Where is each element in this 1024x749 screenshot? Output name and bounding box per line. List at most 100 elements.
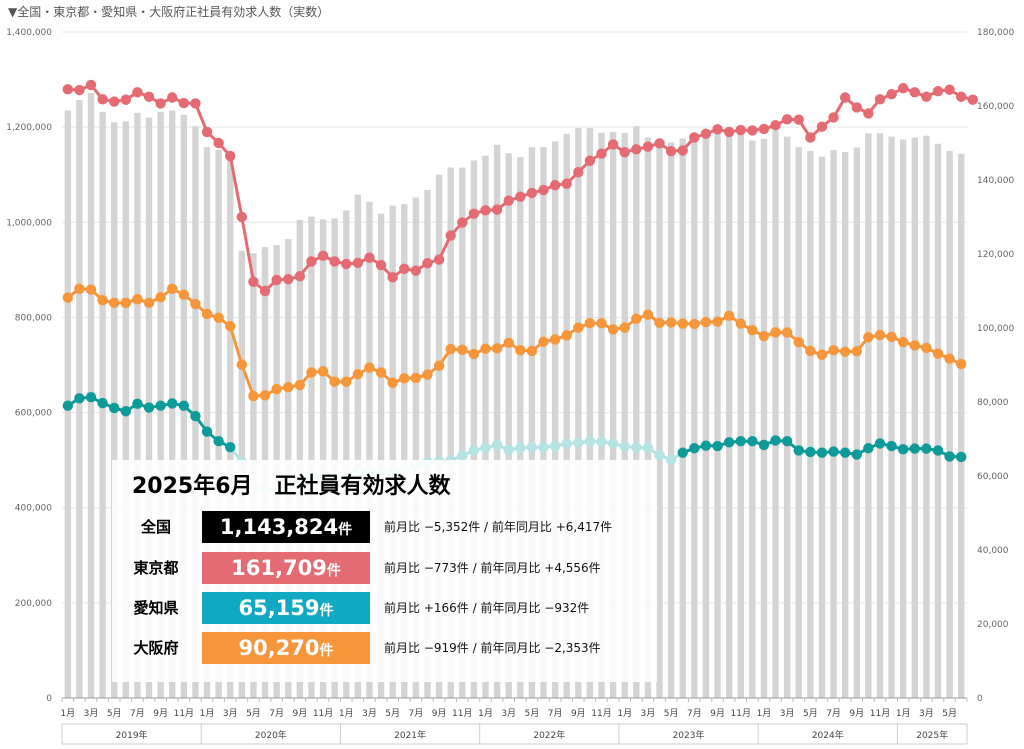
series-point — [747, 325, 758, 336]
series-point — [619, 441, 630, 452]
series-point — [549, 179, 561, 191]
series-point — [851, 449, 862, 460]
x-tick-label: 3月 — [84, 708, 99, 719]
panel-title: 2025年6月 正社員有効求人数 — [132, 474, 451, 499]
x-year-label: 2022年 — [533, 729, 565, 741]
bar — [319, 219, 327, 698]
series-point — [828, 112, 839, 123]
series-point — [515, 345, 526, 356]
bar — [841, 151, 849, 698]
x-tick-label: 9月 — [292, 708, 307, 719]
series-point — [190, 298, 201, 310]
series-point — [712, 316, 723, 327]
series-point — [178, 289, 190, 300]
series-point — [897, 444, 909, 455]
series-point — [770, 327, 781, 338]
comparison-text: 前月比 −919件 / 前年同月比 −2,353件 — [384, 641, 601, 655]
y-right-tick-label: 180,000 — [977, 28, 1014, 38]
series-point — [665, 317, 677, 328]
series-point — [665, 145, 677, 157]
series-point — [155, 292, 166, 303]
y-left-tick-label: 600,000 — [15, 409, 52, 419]
x-tick-label: 5月 — [525, 708, 540, 719]
region-label: 愛知県 — [133, 599, 179, 617]
series-point — [109, 402, 120, 414]
series-point — [422, 369, 433, 380]
bar — [923, 135, 930, 699]
series-point — [143, 91, 155, 102]
series-point — [109, 96, 120, 107]
series-point — [886, 440, 897, 452]
series-point — [74, 84, 85, 96]
bar — [737, 132, 744, 698]
series-point — [491, 439, 503, 451]
bar — [215, 149, 222, 698]
series-point — [155, 98, 166, 109]
value-unit: 件 — [338, 522, 353, 538]
x-tick-label: 1月 — [339, 708, 354, 719]
series-point — [955, 91, 967, 102]
x-tick-label: 1月 — [478, 708, 493, 719]
series-point — [932, 86, 944, 97]
series-point — [155, 400, 166, 411]
x-tick-label: 1月 — [757, 708, 772, 719]
series-point — [201, 426, 213, 437]
x-tick-label: 5月 — [803, 708, 818, 719]
series-point — [387, 272, 398, 283]
series-point — [62, 400, 74, 411]
bar — [934, 143, 942, 699]
series-point — [306, 256, 317, 267]
series-point — [225, 150, 236, 162]
series-point — [457, 344, 468, 356]
bar — [540, 147, 547, 698]
series-point — [944, 84, 955, 95]
series-point — [143, 402, 155, 413]
series-point — [480, 442, 491, 454]
x-tick-label: 5月 — [246, 708, 261, 719]
y-left-tick-label: 1,400,000 — [6, 28, 52, 38]
series-point — [874, 438, 886, 449]
series-point — [607, 139, 619, 150]
series-point — [584, 155, 596, 166]
series-point — [549, 334, 561, 345]
value-box: 1,143,824件 — [202, 511, 370, 543]
x-tick-label: 3月 — [223, 708, 238, 719]
series-point — [561, 178, 572, 189]
series-point — [468, 445, 480, 456]
series-point — [236, 211, 248, 223]
series-point — [329, 376, 340, 387]
value-number: 65,159 — [238, 596, 320, 620]
x-tick-label: 5月 — [664, 708, 679, 719]
series-point — [132, 87, 143, 98]
series-point — [85, 284, 97, 295]
summary-panel: 2025年6月 正社員有効求人数 全国 1,143,824件 前月比 −5,35… — [112, 460, 657, 682]
series-point — [921, 443, 932, 454]
series-point — [909, 443, 920, 454]
series-point — [526, 441, 538, 453]
series-point — [62, 84, 74, 95]
series-point — [735, 318, 746, 329]
bar — [911, 137, 918, 698]
y-right-tick-label: 20,000 — [977, 620, 1009, 630]
y-right-tick-label: 160,000 — [977, 102, 1014, 112]
series-point — [654, 138, 665, 149]
series-point — [120, 406, 132, 417]
bar — [528, 147, 536, 698]
x-tick-label: 1月 — [617, 708, 632, 719]
series-point — [921, 342, 932, 354]
series-point — [886, 88, 897, 100]
bar — [644, 137, 652, 698]
series-point — [364, 252, 375, 263]
x-tick-label: 11月 — [731, 708, 751, 719]
x-tick-label: 1月 — [896, 708, 911, 719]
series-point — [132, 293, 143, 305]
series-point — [781, 114, 793, 125]
bar — [691, 136, 698, 698]
series-point — [712, 440, 723, 452]
series-point — [445, 230, 456, 241]
x-year-label: 2021年 — [394, 729, 426, 741]
bar — [493, 144, 501, 699]
series-point — [944, 353, 955, 364]
series-point — [770, 120, 781, 131]
y-right-tick-label: 60,000 — [977, 472, 1009, 482]
